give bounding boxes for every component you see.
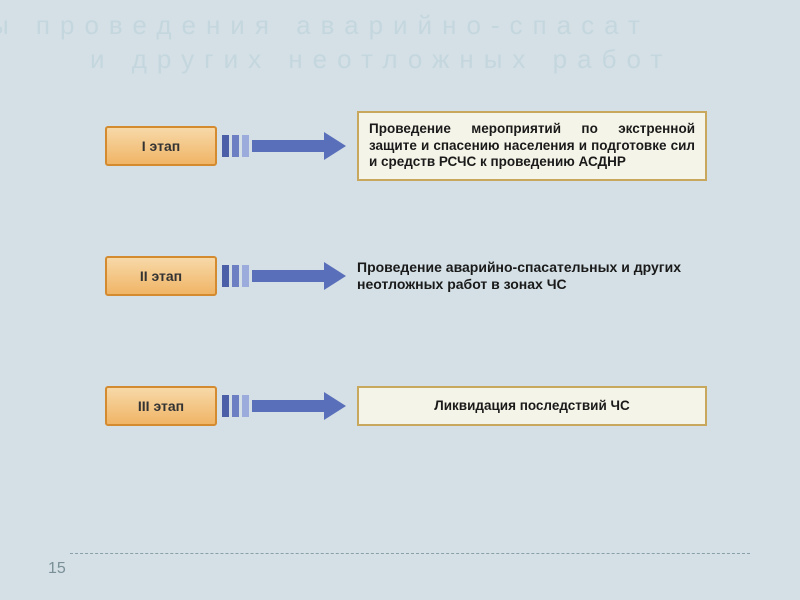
- arrow-icon: [222, 256, 352, 296]
- arrow-3: [217, 386, 357, 426]
- stage-desc-3: Ликвидация последствий ЧС: [357, 386, 707, 427]
- page-number: 15: [48, 560, 66, 578]
- title-line-1: ы проведения аварийно-спасат: [0, 10, 650, 41]
- stage-desc-1: Проведение мероприятий по экстренной защ…: [357, 111, 707, 182]
- footer-divider: [70, 553, 750, 554]
- stage-box-3: III этап: [105, 386, 217, 426]
- arrow-1: [217, 126, 357, 166]
- stage-row: I этап Проведение мероприятий по экстрен…: [105, 110, 725, 182]
- title-line-2: и других неотложных работ: [90, 44, 672, 75]
- arrow-icon: [222, 386, 352, 426]
- stage-rows: I этап Проведение мероприятий по экстрен…: [105, 110, 725, 500]
- stage-row: III этап Ликвидация последствий ЧС: [105, 370, 725, 442]
- arrow-icon: [222, 126, 352, 166]
- stage-row: II этап Проведение аварийно-спасательных…: [105, 240, 725, 312]
- arrow-2: [217, 256, 357, 296]
- stage-box-1: I этап: [105, 126, 217, 166]
- stage-box-2: II этап: [105, 256, 217, 296]
- stage-desc-2: Проведение аварийно-спасательных и други…: [357, 259, 717, 294]
